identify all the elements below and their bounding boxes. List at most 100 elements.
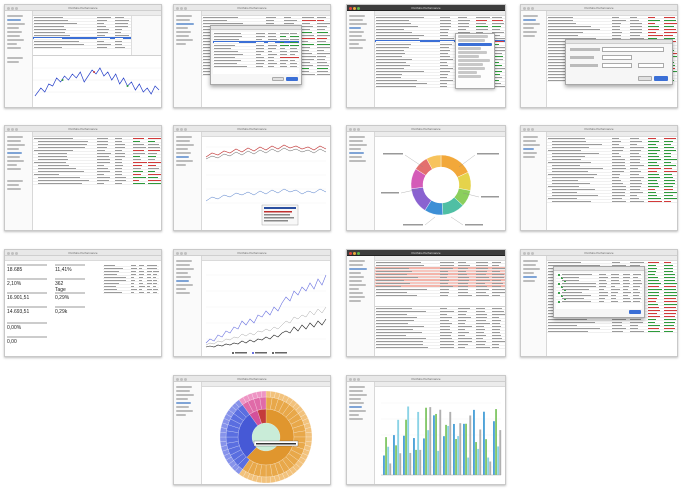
tab-bar[interactable] xyxy=(33,11,161,16)
table-row[interactable] xyxy=(547,16,677,19)
tab-bar[interactable] xyxy=(375,11,505,16)
table-row[interactable] xyxy=(547,152,677,155)
table-row[interactable] xyxy=(375,270,505,273)
amount-field[interactable] xyxy=(602,63,632,68)
table-row[interactable] xyxy=(213,38,299,41)
table-row[interactable] xyxy=(375,28,505,31)
statement-table[interactable] xyxy=(547,137,677,203)
table-row[interactable] xyxy=(33,140,161,143)
sidebar-navigation[interactable] xyxy=(347,382,375,484)
table-row[interactable] xyxy=(213,47,299,50)
table-row[interactable] xyxy=(375,325,505,328)
table-row[interactable] xyxy=(33,182,161,185)
sidebar-navigation[interactable] xyxy=(174,132,202,230)
dialog-table[interactable] xyxy=(213,32,299,74)
table-row[interactable] xyxy=(556,279,642,282)
table-row[interactable] xyxy=(375,285,505,288)
table-row[interactable] xyxy=(33,137,161,140)
table-row[interactable] xyxy=(547,158,677,161)
tab-bar[interactable] xyxy=(202,132,330,137)
table-row[interactable] xyxy=(547,194,677,197)
table-row[interactable] xyxy=(375,343,505,346)
table-row[interactable] xyxy=(213,32,299,35)
table-row[interactable] xyxy=(547,149,677,152)
table-row[interactable] xyxy=(103,267,159,270)
table-row[interactable] xyxy=(213,41,299,44)
table-row[interactable] xyxy=(33,176,161,179)
table-row[interactable] xyxy=(375,334,505,337)
table-row[interactable] xyxy=(375,307,505,310)
security-select[interactable] xyxy=(602,47,664,52)
tab-bar[interactable] xyxy=(547,11,677,16)
table-row[interactable] xyxy=(547,185,677,188)
holdings-table[interactable] xyxy=(33,137,161,185)
table-row[interactable] xyxy=(375,16,505,19)
table-row[interactable] xyxy=(375,328,505,331)
table-row[interactable] xyxy=(547,176,677,179)
dialog-ok-button[interactable] xyxy=(286,77,298,81)
table-row[interactable] xyxy=(547,188,677,191)
table-row[interactable] xyxy=(103,273,159,276)
tab-bar[interactable] xyxy=(202,256,330,261)
table-row[interactable] xyxy=(547,318,677,321)
save-button[interactable] xyxy=(654,76,668,81)
sidebar-navigation[interactable] xyxy=(5,132,33,230)
tab-bar[interactable] xyxy=(375,132,505,137)
table-row[interactable] xyxy=(375,267,505,270)
table-row[interactable] xyxy=(375,261,505,264)
sidebar-navigation[interactable] xyxy=(347,132,375,230)
table-row[interactable] xyxy=(547,327,677,330)
table-row[interactable] xyxy=(547,22,677,25)
table-row[interactable] xyxy=(33,167,161,170)
table-row[interactable] xyxy=(103,285,159,288)
table-row[interactable] xyxy=(375,282,505,285)
table-row[interactable] xyxy=(556,285,642,288)
table-row[interactable] xyxy=(375,25,505,28)
tab-bar[interactable] xyxy=(547,132,677,137)
table-row[interactable] xyxy=(33,170,161,173)
tab-bar[interactable] xyxy=(375,256,505,261)
sidebar-navigation[interactable] xyxy=(347,11,375,107)
table-row[interactable] xyxy=(375,264,505,267)
table-row[interactable] xyxy=(547,182,677,185)
table-row[interactable] xyxy=(33,173,161,176)
dialog-cancel-button[interactable] xyxy=(272,77,284,81)
trades-table[interactable] xyxy=(375,261,505,303)
table-row[interactable] xyxy=(375,276,505,279)
table-row[interactable] xyxy=(375,322,505,325)
table-row[interactable] xyxy=(202,19,330,22)
table-row[interactable] xyxy=(33,179,161,182)
table-row[interactable] xyxy=(547,200,677,203)
table-row[interactable] xyxy=(547,19,677,22)
table-row[interactable] xyxy=(547,173,677,176)
table-row[interactable] xyxy=(213,44,299,47)
table-row[interactable] xyxy=(375,294,505,297)
table-row[interactable] xyxy=(213,53,299,56)
table-row[interactable] xyxy=(375,346,505,349)
table-row[interactable] xyxy=(103,282,159,285)
table-row[interactable] xyxy=(547,164,677,167)
table-row[interactable] xyxy=(547,191,677,194)
table-row[interactable] xyxy=(33,149,161,152)
table-row[interactable] xyxy=(547,34,677,37)
table-row[interactable] xyxy=(103,264,159,267)
table-row[interactable] xyxy=(556,288,642,291)
table-row[interactable] xyxy=(33,164,161,167)
shares-field[interactable] xyxy=(638,63,664,68)
table-row[interactable] xyxy=(547,28,677,31)
table-row[interactable] xyxy=(547,170,677,173)
tab-bar[interactable] xyxy=(375,382,505,387)
table-row[interactable] xyxy=(375,331,505,334)
table-row[interactable] xyxy=(375,19,505,22)
table-row[interactable] xyxy=(213,56,299,59)
table-row[interactable] xyxy=(213,59,299,62)
sidebar-navigation[interactable] xyxy=(521,132,547,230)
table-row[interactable] xyxy=(556,294,642,297)
table-row[interactable] xyxy=(556,276,642,279)
sidebar-navigation[interactable] xyxy=(521,11,547,107)
table-row[interactable] xyxy=(103,291,159,294)
cancel-button[interactable] xyxy=(638,76,652,81)
table-row[interactable] xyxy=(33,155,161,158)
table-row[interactable] xyxy=(556,291,642,294)
table-row[interactable] xyxy=(33,158,161,161)
